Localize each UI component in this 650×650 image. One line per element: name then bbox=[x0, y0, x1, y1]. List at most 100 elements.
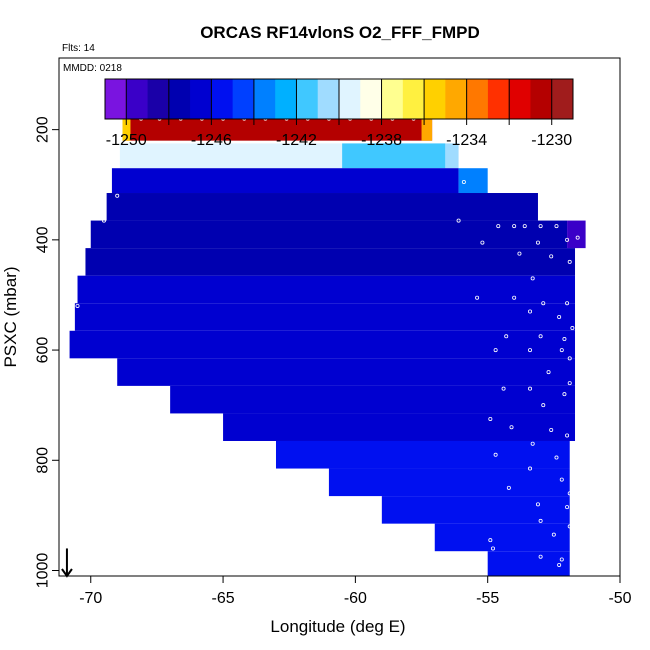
heatmap-cell bbox=[122, 118, 433, 141]
colorbar-segment bbox=[147, 79, 170, 119]
colorbar: -1250 -1246 -1242 -1238 -1234 -1230 bbox=[104, 78, 574, 149]
y-tick-label: 600 bbox=[35, 337, 52, 364]
sample-point bbox=[559, 348, 564, 353]
x-axis: -70 -65 -60 -55 -50 bbox=[79, 575, 632, 607]
sample-point bbox=[528, 466, 533, 471]
sample-point bbox=[488, 416, 493, 421]
sample-point bbox=[565, 237, 570, 242]
sample-point bbox=[488, 538, 493, 543]
sample-point bbox=[546, 370, 551, 375]
sample-point bbox=[461, 179, 466, 184]
y-tick-label: 400 bbox=[35, 226, 52, 253]
heatmap-cell bbox=[117, 358, 576, 386]
colorbar-segment bbox=[105, 79, 127, 119]
sample-point bbox=[530, 441, 535, 446]
sample-point bbox=[551, 532, 556, 537]
colorbar-segment bbox=[317, 79, 340, 119]
colorbar-segment bbox=[275, 79, 297, 119]
y-axis: 200 400 600 800 1000 bbox=[35, 116, 60, 588]
colorbar-segment bbox=[253, 79, 276, 119]
sample-point bbox=[538, 518, 543, 523]
sample-point bbox=[549, 254, 554, 259]
sample-point bbox=[565, 433, 570, 438]
sample-point bbox=[557, 314, 562, 319]
colorbar-segment bbox=[126, 79, 148, 119]
sample-point bbox=[570, 326, 575, 331]
sample-point bbox=[115, 193, 120, 198]
colorbar-tick-label: -1230 bbox=[531, 132, 572, 149]
x-tick-label: -70 bbox=[79, 590, 102, 607]
sample-point bbox=[456, 218, 461, 223]
sample-point bbox=[541, 301, 546, 306]
y-tick-label: 800 bbox=[35, 447, 52, 474]
colorbar-segment bbox=[466, 79, 489, 119]
chart-title: ORCAS RF14vlonS O2_FFF_FMPD bbox=[200, 23, 480, 42]
heatmap-cell bbox=[74, 303, 576, 331]
sample-point bbox=[475, 295, 480, 300]
sample-point bbox=[570, 546, 575, 551]
sample-point bbox=[493, 452, 498, 457]
sample-point bbox=[535, 240, 540, 245]
sample-point bbox=[528, 348, 533, 353]
colorbar-segment bbox=[424, 79, 446, 119]
heatmap-cell bbox=[223, 413, 576, 441]
x-tick-label: -65 bbox=[212, 590, 235, 607]
sample-point bbox=[559, 557, 564, 562]
sample-point bbox=[517, 251, 522, 256]
sample-point bbox=[567, 259, 572, 264]
colorbar-segment bbox=[339, 79, 361, 119]
sample-point bbox=[567, 491, 572, 496]
heatmap-cell bbox=[567, 220, 586, 249]
sample-point bbox=[567, 356, 572, 361]
sample-point bbox=[538, 554, 543, 559]
sample-point bbox=[490, 546, 495, 551]
heatmap-cell bbox=[69, 330, 576, 359]
heatmap-cell bbox=[342, 143, 446, 169]
heatmap-cell bbox=[434, 523, 570, 552]
sample-point bbox=[496, 224, 501, 229]
sample-point bbox=[493, 348, 498, 353]
colorbar-tick-label: -1250 bbox=[106, 132, 147, 149]
x-tick-label: -50 bbox=[608, 590, 631, 607]
heatmap-cell bbox=[381, 496, 570, 524]
sample-point bbox=[562, 337, 567, 342]
heatmap-cell bbox=[487, 551, 570, 576]
sample-point bbox=[549, 427, 554, 432]
sample-point bbox=[538, 334, 543, 339]
heatmap-cell bbox=[445, 143, 459, 169]
colorbar-segment bbox=[360, 79, 382, 119]
colorbar-segment bbox=[445, 79, 468, 119]
colorbar-segment bbox=[551, 79, 574, 119]
sample-point bbox=[554, 455, 559, 460]
y-tick-label: 1000 bbox=[35, 553, 52, 589]
colorbar-tick-label: -1246 bbox=[191, 132, 232, 149]
colorbar-segment bbox=[381, 79, 404, 119]
arrow-head bbox=[61, 568, 73, 578]
sample-point bbox=[530, 276, 535, 281]
sample-point bbox=[512, 224, 517, 229]
colorbar-segment bbox=[168, 79, 191, 119]
colorbar-tick-label: -1242 bbox=[276, 132, 317, 149]
sample-point bbox=[506, 485, 511, 490]
heatmap-cells bbox=[69, 118, 586, 576]
colorbar-segment bbox=[509, 79, 531, 119]
sample-point bbox=[480, 240, 485, 245]
sample-point bbox=[504, 334, 509, 339]
heatmap-cell bbox=[170, 385, 576, 414]
sample-point bbox=[557, 562, 562, 567]
sample-point bbox=[538, 224, 543, 229]
date-note: MMDD: 0218 bbox=[63, 63, 122, 74]
sample-point bbox=[559, 477, 564, 482]
sample-point bbox=[528, 309, 533, 314]
down-arrow-icon bbox=[61, 548, 73, 578]
x-axis-label: Longitude (deg E) bbox=[270, 617, 405, 636]
colorbar-segment bbox=[530, 79, 553, 119]
colorbar-tick-label: -1234 bbox=[446, 132, 487, 149]
x-tick-label: -55 bbox=[476, 590, 499, 607]
sample-point bbox=[567, 524, 572, 529]
colorbar-segment bbox=[211, 79, 234, 119]
sample-point bbox=[554, 224, 559, 229]
sample-point bbox=[565, 301, 570, 306]
heatmap-cell bbox=[90, 220, 568, 249]
